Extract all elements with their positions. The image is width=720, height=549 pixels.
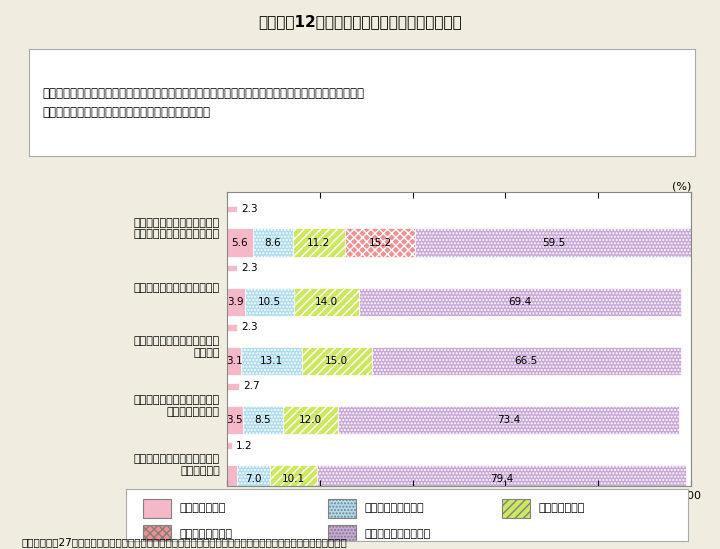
Text: 8.5: 8.5 [254, 415, 271, 425]
Bar [227, 383, 239, 390]
Text: 3.1: 3.1 [225, 356, 243, 366]
Text: 10.5: 10.5 [258, 296, 281, 307]
Text: 競技団体における産休育休な
ど，復帰に向けた制度の充実: 競技団体における産休育休な ど，復帰に向けた制度の充実 [134, 217, 220, 239]
Bar [293, 228, 345, 257]
Bar [227, 465, 238, 493]
Text: 育児相談に関する窓口の紹介: 育児相談に関する窓口の紹介 [134, 283, 220, 293]
Text: 11.2: 11.2 [307, 238, 330, 248]
Bar [227, 406, 243, 434]
Bar [245, 288, 294, 316]
Bar [227, 228, 253, 257]
Text: 73.4: 73.4 [497, 415, 521, 425]
Bar [338, 406, 679, 434]
Text: 12.0: 12.0 [299, 415, 322, 425]
Bar [415, 228, 692, 257]
Text: 3.5: 3.5 [227, 415, 243, 425]
Bar [143, 498, 171, 518]
Text: 妊娠期，産前産後期のトレー
ニング方法の紹介: 妊娠期，産前産後期のトレー ニング方法の紹介 [134, 395, 220, 417]
Bar [328, 525, 356, 545]
Text: 66.5: 66.5 [515, 356, 538, 366]
Bar [282, 406, 338, 434]
Bar [359, 288, 681, 316]
Text: 2.7: 2.7 [243, 382, 260, 391]
Text: 2.3: 2.3 [241, 263, 258, 273]
Bar [227, 265, 238, 271]
Bar [328, 498, 356, 518]
Bar [227, 347, 241, 375]
Bar [317, 465, 685, 493]
Bar [503, 498, 531, 518]
Text: 2.3: 2.3 [241, 322, 258, 332]
Bar [227, 205, 238, 212]
Text: 2.3: 2.3 [241, 204, 258, 214]
Bar [241, 347, 302, 375]
Bar [345, 228, 415, 257]
Text: 15.0: 15.0 [325, 356, 348, 366]
Text: 常に支援される: 常に支援される [179, 503, 226, 513]
Text: 13.1: 13.1 [260, 356, 283, 366]
Text: 大会での託児所，チャイルド
ルームの設置: 大会での託児所，チャイルド ルームの設置 [134, 454, 220, 476]
Text: 1.2: 1.2 [236, 440, 253, 451]
Text: 10.1: 10.1 [282, 474, 305, 484]
Text: 時々支援される: 時々支援される [539, 503, 585, 513]
Text: 3.9: 3.9 [228, 296, 244, 307]
Text: （備考）平成27年度スポーツ庁委託事業「実態に即した女性アスリート支援のための調査研究」報告書より作成。: （備考）平成27年度スポーツ庁委託事業「実態に即した女性アスリート支援のための調… [22, 537, 347, 547]
Bar [227, 324, 238, 330]
Text: 体験者同士の情報を共有する
場の提供: 体験者同士の情報を共有する 場の提供 [134, 336, 220, 357]
Text: 15.2: 15.2 [369, 238, 392, 248]
Bar [238, 465, 270, 493]
Bar [227, 442, 233, 449]
Text: 69.4: 69.4 [508, 296, 531, 307]
Text: ほとんど支援されない: ほとんど支援されない [365, 529, 431, 540]
Bar [143, 525, 171, 545]
Bar [372, 347, 680, 375]
Text: 8.6: 8.6 [264, 238, 281, 248]
Text: 59.5: 59.5 [542, 238, 565, 248]
Text: しばしば支援される: しばしば支援される [365, 503, 424, 513]
Text: 79.4: 79.4 [490, 474, 513, 484]
Text: (%): (%) [672, 182, 691, 192]
Text: 5.6: 5.6 [232, 238, 248, 248]
Bar [243, 406, 282, 434]
Text: Ｉ－特－12図　育児と競技の両立に対する支援: Ｉ－特－12図 育児と競技の両立に対する支援 [258, 14, 462, 29]
Text: たまに支援される: たまに支援される [179, 529, 233, 540]
Text: 7.0: 7.0 [246, 474, 262, 484]
Bar [253, 228, 293, 257]
Text: あなたが「家庭生活・育児との両立に悩んでいるという問題」を抱えた場合，次の項目について，今の
競技環境ではどの程度支援がなされると思いますか。: あなたが「家庭生活・育児との両立に悩んでいるという問題」を抱えた場合，次の項目に… [42, 87, 364, 119]
Text: 14.0: 14.0 [315, 296, 338, 307]
Bar [294, 288, 359, 316]
Bar [302, 347, 372, 375]
Bar [270, 465, 317, 493]
Bar [227, 288, 245, 316]
